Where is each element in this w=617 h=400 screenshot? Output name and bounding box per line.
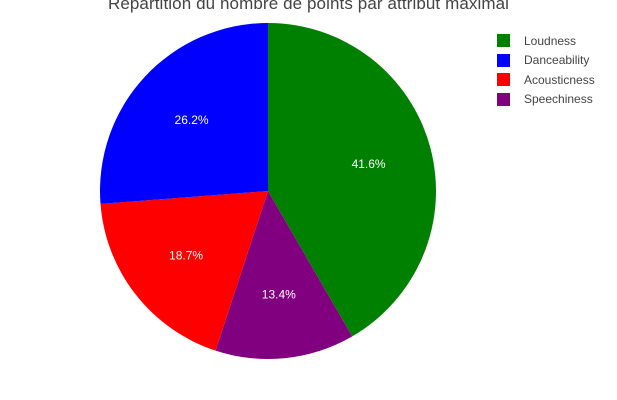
legend-item-loudness[interactable]: Loudness: [497, 31, 595, 51]
slice-label-speechiness: 13.4%: [262, 288, 296, 302]
pie-slice-speechiness[interactable]: [215, 191, 353, 360]
slice-label-danceability: 26.2%: [175, 113, 209, 127]
pie-slice-acousticness[interactable]: [100, 191, 269, 351]
pie-slice-danceability[interactable]: [100, 23, 269, 204]
chart-title: Répartition du nombre de points par attr…: [107, 0, 510, 13]
legend-item-speechiness[interactable]: Speechiness: [497, 90, 595, 110]
legend: Loudness Danceability Acousticness Speechin…: [497, 31, 595, 109]
legend-label: Acousticness: [524, 72, 595, 87]
legend-label: Danceability: [524, 53, 590, 68]
legend-swatch: [497, 53, 510, 67]
legend-swatch: [497, 34, 510, 48]
pie-slice-loudness[interactable]: [268, 23, 437, 337]
legend-swatch: [497, 73, 510, 87]
legend-swatch: [497, 92, 510, 106]
legend-label: Speechiness: [524, 92, 593, 107]
legend-label: Loudness: [524, 33, 577, 48]
legend-item-acousticness[interactable]: Acousticness: [497, 70, 595, 90]
slice-label-loudness: 41.6%: [352, 157, 386, 171]
legend-item-danceability[interactable]: Danceability: [497, 51, 595, 71]
slice-label-acousticness: 18.7%: [169, 248, 203, 262]
